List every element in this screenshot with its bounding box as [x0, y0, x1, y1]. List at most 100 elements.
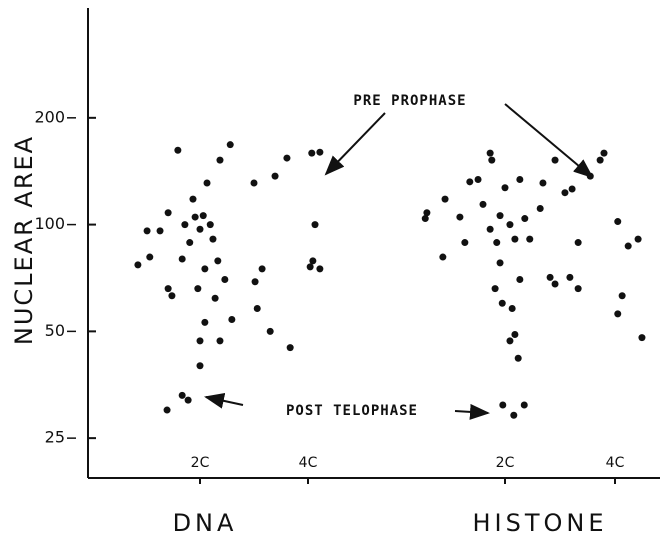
arrow: [454, 403, 490, 420]
point: [286, 344, 294, 352]
point: [551, 156, 559, 164]
point: [423, 209, 431, 217]
point: [168, 292, 176, 300]
point: [199, 212, 207, 220]
point: [498, 299, 506, 307]
point: [164, 209, 172, 217]
point: [634, 235, 642, 243]
point: [516, 276, 524, 284]
point: [186, 239, 194, 247]
point: [283, 154, 291, 162]
point: [178, 255, 186, 263]
x-tick-label: 2C: [496, 455, 515, 471]
point: [474, 176, 482, 184]
x-tick-label: 4C: [606, 455, 625, 471]
arrow: [504, 103, 594, 179]
arrow: [204, 392, 244, 409]
point: [521, 215, 529, 223]
point: [499, 401, 507, 409]
point: [510, 411, 518, 419]
point: [488, 156, 496, 164]
point: [189, 195, 197, 203]
point: [156, 227, 164, 235]
point: [316, 148, 324, 156]
point: [221, 276, 229, 284]
point: [421, 215, 429, 223]
point: [311, 221, 319, 229]
point: [211, 294, 219, 302]
point: [514, 354, 522, 362]
point: [508, 305, 516, 313]
point: [546, 273, 554, 281]
point: [309, 257, 317, 265]
point: [539, 179, 547, 187]
point: [501, 184, 509, 192]
point: [506, 221, 514, 229]
point: [496, 212, 504, 220]
point: [194, 285, 202, 293]
point: [596, 156, 604, 164]
point: [624, 242, 632, 250]
point: [191, 213, 199, 221]
point: [526, 235, 534, 243]
point: [491, 285, 499, 293]
x-tick-label: 2C: [191, 455, 210, 471]
point: [496, 259, 504, 267]
point: [466, 178, 474, 186]
point: [638, 334, 646, 342]
point: [226, 141, 234, 149]
point: [439, 253, 447, 261]
annotation: PRE PROPHASE: [353, 93, 466, 109]
point: [479, 200, 487, 208]
point: [164, 285, 172, 293]
point: [271, 172, 279, 180]
point: [214, 257, 222, 265]
point: [216, 156, 224, 164]
point: [184, 396, 192, 404]
point: [196, 362, 204, 370]
point: [461, 239, 469, 247]
point: [568, 185, 576, 193]
point: [586, 172, 594, 180]
point: [600, 149, 608, 157]
point: [574, 239, 582, 247]
point: [228, 316, 236, 324]
point: [520, 401, 528, 409]
point: [536, 205, 544, 213]
arrow: [324, 112, 386, 176]
point: [561, 189, 569, 197]
point: [614, 310, 622, 318]
point: [614, 218, 622, 226]
annotation: POST TELOPHASE: [286, 403, 418, 419]
point: [486, 149, 494, 157]
point: [146, 253, 154, 261]
point: [178, 391, 186, 399]
x-axis-label: HISTONE: [472, 509, 607, 537]
point: [493, 239, 501, 247]
x-axis-label: DNA: [173, 509, 238, 537]
point: [201, 318, 209, 326]
y-tick-label: 50: [45, 321, 65, 340]
point: [216, 337, 224, 345]
y-tick-label: 100: [34, 214, 65, 233]
point: [209, 235, 217, 243]
point: [566, 273, 574, 281]
point: [251, 278, 259, 286]
point: [206, 221, 214, 229]
point: [203, 179, 211, 187]
y-tick-label: 200: [34, 107, 65, 126]
point: [181, 221, 189, 229]
point: [196, 225, 204, 233]
point: [253, 305, 261, 313]
point: [456, 213, 464, 221]
point: [486, 225, 494, 233]
point: [551, 280, 559, 288]
x-tick-label: 4C: [299, 455, 318, 471]
point: [316, 265, 324, 273]
point: [196, 337, 204, 345]
y-tick-label: 25: [45, 428, 65, 447]
point: [441, 195, 449, 203]
point: [511, 330, 519, 338]
point: [143, 227, 151, 235]
